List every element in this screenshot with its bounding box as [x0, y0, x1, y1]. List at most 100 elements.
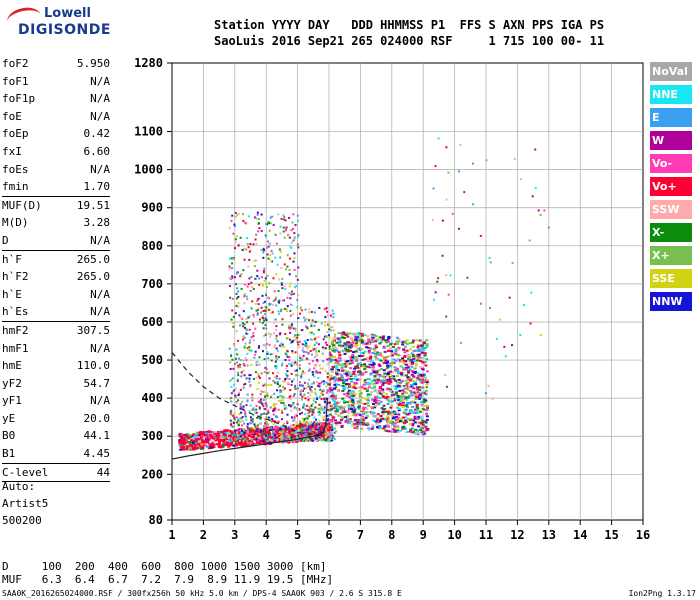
echo-point [374, 372, 378, 375]
echo-point [178, 442, 182, 445]
echo-point [267, 431, 271, 434]
param-name: B1 [2, 447, 16, 461]
echo-point [306, 346, 309, 349]
echo-point [367, 382, 371, 385]
echo-point [362, 342, 366, 345]
echo-point [394, 391, 398, 394]
echo-point [250, 419, 253, 422]
echo-point [286, 434, 289, 437]
echo-point [316, 371, 319, 374]
echo-point [353, 381, 357, 384]
echo-point [419, 359, 423, 362]
echo-point [346, 415, 350, 418]
echo-point [404, 379, 408, 382]
echo-point [273, 405, 276, 408]
echo-point [378, 364, 382, 367]
echo-point [322, 389, 325, 392]
echo-point [314, 397, 317, 400]
echo-point [337, 400, 341, 403]
echo-point [266, 274, 269, 277]
echo-point [186, 445, 190, 448]
echo-point [282, 438, 286, 441]
echo-point [244, 413, 247, 416]
echo-point [254, 238, 257, 241]
echo-point [336, 364, 340, 367]
echo-point [293, 232, 296, 235]
echo-point [351, 399, 355, 402]
echo-point [210, 436, 214, 439]
echo-point [323, 406, 326, 409]
echo-point [285, 433, 288, 436]
echo-point [245, 332, 248, 335]
echo-point [279, 225, 282, 228]
echo-point [346, 420, 350, 423]
echo-point [341, 384, 345, 387]
echo-point [329, 381, 332, 384]
echo-point [308, 409, 311, 412]
echo-point [254, 350, 257, 353]
echo-point [421, 404, 425, 407]
echo-point [285, 377, 288, 380]
echo-point [241, 248, 244, 251]
echo-point [261, 315, 264, 318]
echo-point [202, 433, 206, 436]
echo-point [319, 388, 322, 391]
echo-point [305, 433, 308, 436]
echo-point [399, 396, 403, 399]
echo-point [330, 419, 334, 422]
echo-point [402, 348, 406, 351]
echo-point [331, 433, 334, 436]
echo-point [275, 355, 278, 358]
echo-point [293, 236, 296, 239]
echo-point [271, 352, 274, 355]
echo-point [311, 413, 314, 416]
echo-point [324, 436, 327, 439]
echo-point [308, 429, 311, 432]
echo-point [396, 426, 400, 429]
echo-point [303, 434, 307, 437]
echo-point [419, 344, 423, 347]
echo-point [281, 287, 284, 290]
echo-point [288, 326, 291, 329]
echo-point [345, 363, 349, 366]
auto-label: Auto: [2, 480, 36, 493]
echo-point [325, 381, 328, 384]
echo-point [311, 432, 314, 435]
echo-point [328, 383, 331, 386]
echo-point [235, 416, 238, 419]
echo-point [329, 374, 333, 377]
echo-point [411, 345, 415, 348]
echo-point [417, 358, 421, 361]
echo-point [191, 437, 195, 440]
echo-point [422, 400, 426, 403]
echo-point [220, 430, 224, 433]
echo-point [409, 383, 413, 386]
echo-point [414, 372, 418, 375]
echo-point [259, 393, 262, 396]
echo-point [275, 325, 278, 328]
echo-point [374, 335, 378, 338]
echo-point [343, 352, 347, 355]
echo-point [498, 318, 501, 321]
echo-point [398, 401, 402, 404]
echo-point [404, 408, 408, 411]
echo-point [386, 420, 390, 423]
echo-point [388, 390, 392, 393]
echo-point [341, 378, 345, 381]
echo-point [402, 368, 406, 371]
echo-point [260, 306, 263, 309]
echo-point [330, 377, 333, 380]
echo-point [193, 440, 197, 443]
echo-point [364, 381, 368, 384]
echo-point [414, 428, 418, 431]
echo-point [230, 424, 233, 427]
echo-point [288, 285, 291, 288]
echo-point [329, 413, 332, 416]
echo-point [457, 170, 460, 173]
echo-point [380, 390, 384, 393]
echo-point [251, 439, 254, 442]
echo-point [262, 425, 265, 428]
echo-point [325, 385, 328, 388]
echo-point [375, 353, 379, 356]
echo-point [379, 368, 383, 371]
